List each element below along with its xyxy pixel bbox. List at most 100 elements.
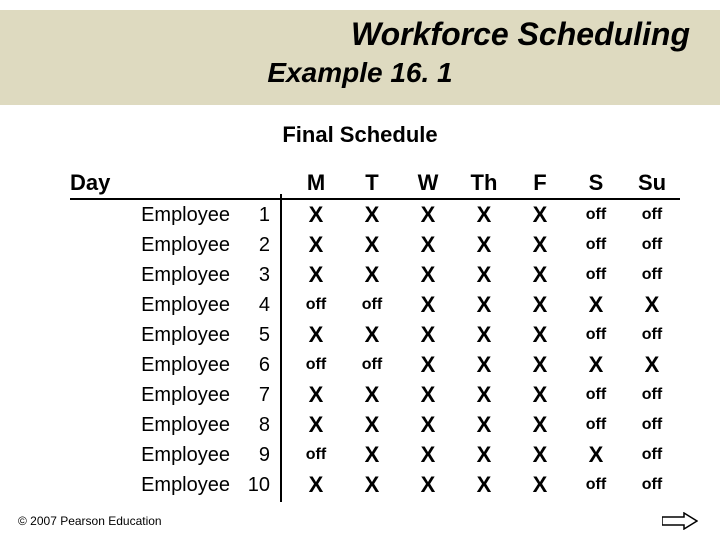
schedule-cell: X bbox=[456, 410, 512, 440]
slide: Workforce Scheduling Example 16. 1 Final… bbox=[0, 0, 720, 540]
schedule-cell: X bbox=[512, 380, 568, 410]
employee-number: 7 bbox=[234, 380, 288, 410]
col-t: T bbox=[344, 168, 400, 199]
schedule-cell: off bbox=[568, 410, 624, 440]
table-row: Employee6offoffXXXXX bbox=[70, 350, 680, 380]
employee-label: Employee bbox=[70, 410, 234, 440]
schedule-cell: X bbox=[288, 380, 344, 410]
schedule-cell: X bbox=[624, 290, 680, 320]
employee-label: Employee bbox=[70, 290, 234, 320]
schedule-cell: X bbox=[512, 440, 568, 470]
schedule-cell: off bbox=[568, 470, 624, 500]
col-w: W bbox=[400, 168, 456, 199]
employee-number: 2 bbox=[234, 230, 288, 260]
schedule-cell: off bbox=[568, 260, 624, 290]
slide-title: Workforce Scheduling bbox=[20, 16, 700, 53]
schedule-cell: X bbox=[344, 440, 400, 470]
schedule-cell: X bbox=[512, 260, 568, 290]
employee-label: Employee bbox=[70, 230, 234, 260]
employee-number: 6 bbox=[234, 350, 288, 380]
schedule-cell: off bbox=[288, 290, 344, 320]
schedule-cell: X bbox=[456, 199, 512, 230]
schedule-cell: off bbox=[288, 440, 344, 470]
schedule-cell: off bbox=[624, 230, 680, 260]
schedule-cell: X bbox=[400, 440, 456, 470]
col-f: F bbox=[512, 168, 568, 199]
schedule-cell: off bbox=[568, 380, 624, 410]
schedule-cell: X bbox=[624, 350, 680, 380]
schedule-cell: X bbox=[456, 260, 512, 290]
table-row: Employee7XXXXXoffoff bbox=[70, 380, 680, 410]
schedule-cell: X bbox=[288, 230, 344, 260]
schedule-cell: X bbox=[400, 260, 456, 290]
schedule-cell: off bbox=[344, 290, 400, 320]
schedule-cell: X bbox=[288, 199, 344, 230]
schedule-cell: X bbox=[288, 410, 344, 440]
schedule-cell: off bbox=[624, 440, 680, 470]
employee-number: 10 bbox=[234, 470, 288, 500]
col-th: Th bbox=[456, 168, 512, 199]
schedule-cell: X bbox=[288, 260, 344, 290]
schedule-cell: off bbox=[624, 470, 680, 500]
table-row: Employee8XXXXXoffoff bbox=[70, 410, 680, 440]
schedule-cell: X bbox=[288, 320, 344, 350]
copyright-footer: © 2007 Pearson Education bbox=[18, 514, 162, 528]
schedule-cell: off bbox=[624, 199, 680, 230]
schedule-cell: off bbox=[624, 320, 680, 350]
schedule-cell: X bbox=[456, 470, 512, 500]
schedule-cell: off bbox=[624, 260, 680, 290]
schedule-cell: off bbox=[624, 410, 680, 440]
schedule-cell: X bbox=[512, 290, 568, 320]
header-band: Workforce Scheduling Example 16. 1 bbox=[0, 10, 720, 105]
schedule-cell: off bbox=[568, 199, 624, 230]
schedule-table-wrap: Day M T W Th F S Su Employee1XXXXXoffoff… bbox=[70, 168, 680, 500]
schedule-cell: X bbox=[344, 199, 400, 230]
employee-number: 3 bbox=[234, 260, 288, 290]
schedule-cell: X bbox=[400, 230, 456, 260]
schedule-cell: off bbox=[624, 380, 680, 410]
schedule-body: Employee1XXXXXoffoffEmployee2XXXXXoffoff… bbox=[70, 199, 680, 500]
col-s: S bbox=[568, 168, 624, 199]
employee-label: Employee bbox=[70, 470, 234, 500]
schedule-cell: X bbox=[400, 380, 456, 410]
schedule-cell: X bbox=[568, 350, 624, 380]
schedule-cell: X bbox=[512, 470, 568, 500]
table-row: Employee9offXXXXXoff bbox=[70, 440, 680, 470]
schedule-cell: X bbox=[400, 320, 456, 350]
schedule-cell: off bbox=[344, 350, 400, 380]
schedule-cell: X bbox=[344, 230, 400, 260]
employee-label: Employee bbox=[70, 320, 234, 350]
next-arrow-icon[interactable] bbox=[662, 512, 698, 530]
employee-label: Employee bbox=[70, 260, 234, 290]
schedule-cell: X bbox=[512, 410, 568, 440]
schedule-cell: X bbox=[344, 410, 400, 440]
schedule-cell: X bbox=[344, 260, 400, 290]
employee-number: 8 bbox=[234, 410, 288, 440]
schedule-cell: X bbox=[344, 380, 400, 410]
schedule-cell: X bbox=[568, 440, 624, 470]
col-su: Su bbox=[624, 168, 680, 199]
table-row: Employee5XXXXXoffoff bbox=[70, 320, 680, 350]
schedule-cell: off bbox=[568, 320, 624, 350]
employee-label: Employee bbox=[70, 199, 234, 230]
schedule-cell: X bbox=[456, 230, 512, 260]
table-header-row: Day M T W Th F S Su bbox=[70, 168, 680, 199]
day-label: Day bbox=[70, 168, 288, 199]
schedule-cell: off bbox=[288, 350, 344, 380]
employee-number: 1 bbox=[234, 199, 288, 230]
schedule-cell: X bbox=[344, 470, 400, 500]
schedule-cell: X bbox=[400, 350, 456, 380]
schedule-cell: X bbox=[512, 230, 568, 260]
section-title: Final Schedule bbox=[0, 122, 720, 148]
schedule-cell: X bbox=[400, 470, 456, 500]
employee-label: Employee bbox=[70, 350, 234, 380]
table-row: Employee4offoffXXXXX bbox=[70, 290, 680, 320]
schedule-cell: X bbox=[288, 470, 344, 500]
table-row: Employee1XXXXXoffoff bbox=[70, 199, 680, 230]
table-row: Employee10XXXXXoffoff bbox=[70, 470, 680, 500]
schedule-cell: X bbox=[400, 290, 456, 320]
slide-subtitle: Example 16. 1 bbox=[20, 57, 700, 89]
employee-label: Employee bbox=[70, 380, 234, 410]
schedule-cell: X bbox=[456, 350, 512, 380]
schedule-cell: X bbox=[512, 350, 568, 380]
